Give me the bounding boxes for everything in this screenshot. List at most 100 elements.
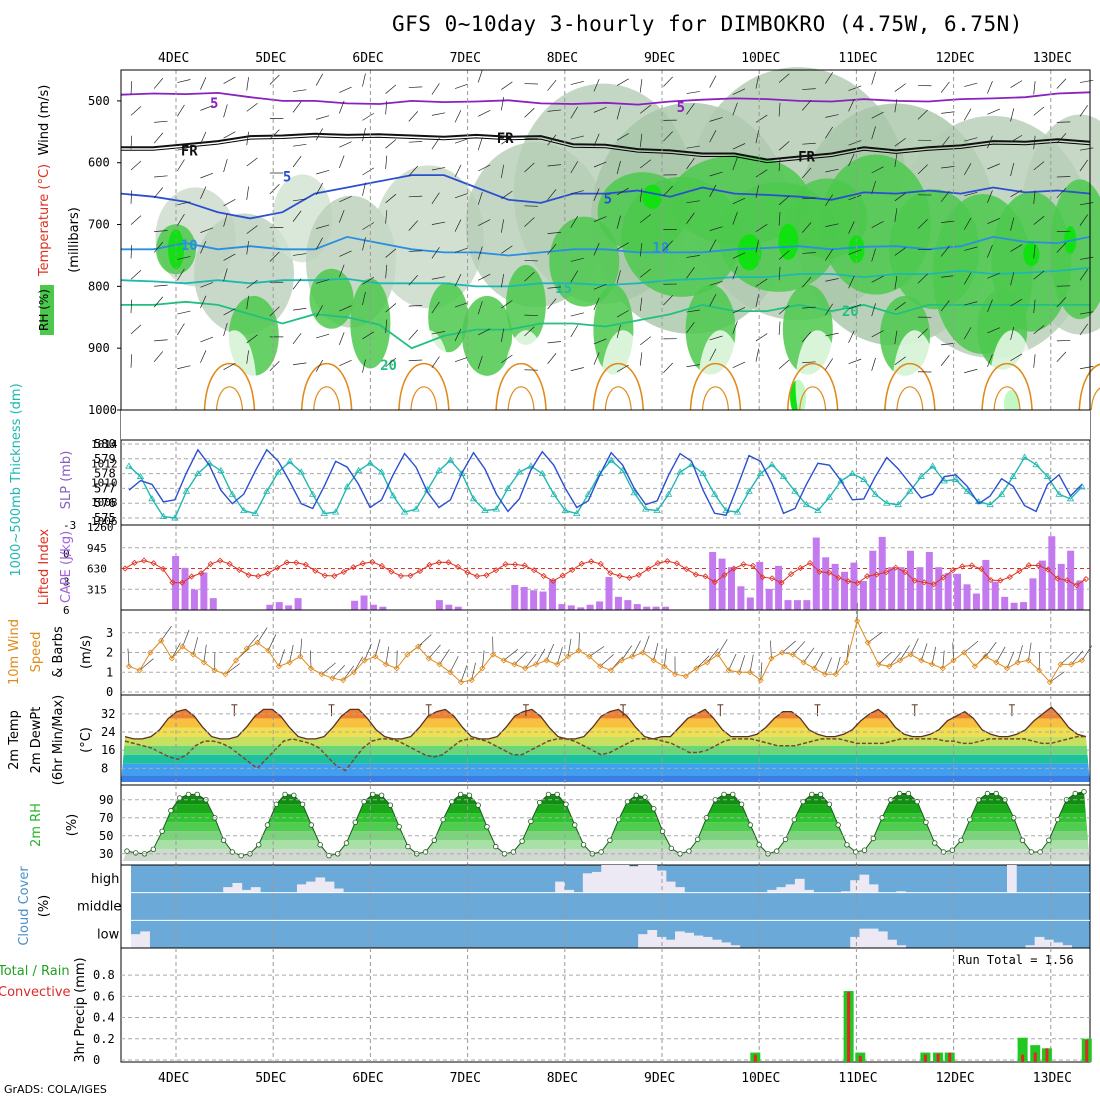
wind-barb [316, 169, 330, 175]
wind-barb [408, 250, 423, 252]
wind-barb [1056, 187, 1067, 199]
wind-barb [1033, 215, 1045, 225]
cape-bar [756, 561, 764, 610]
rh-marker [756, 842, 762, 848]
wind-marker [757, 677, 764, 684]
cape-bar [972, 593, 980, 610]
wind-barb [848, 85, 862, 91]
cape-bar [435, 600, 443, 610]
wind-barb [570, 270, 579, 283]
rh-marker [1081, 789, 1087, 795]
rh-marker [466, 792, 473, 798]
wind-barb [940, 136, 950, 148]
thickness-marker [309, 490, 317, 497]
slp-label: SLP (mb) [59, 451, 74, 510]
li-marker [159, 565, 167, 573]
wind-barb [732, 252, 746, 259]
wind-barb [316, 224, 330, 229]
surface-wind-barb [952, 642, 954, 661]
thickness-marker [561, 506, 570, 514]
wind-barb [570, 257, 584, 262]
wind-barb [639, 188, 643, 202]
wind-barb [316, 115, 330, 120]
contour-blue_dark [120, 174, 1091, 220]
wind-barb [871, 248, 876, 262]
li-marker [397, 572, 404, 579]
thickness-marker [481, 506, 489, 514]
li-marker [835, 574, 842, 581]
wind-barb [292, 143, 307, 147]
wind-barb [940, 354, 950, 366]
wind-barb [825, 126, 834, 139]
wind-barb [1033, 270, 1045, 280]
wind-barb [431, 331, 446, 335]
li-marker [464, 569, 471, 576]
cloud-high-cell [628, 866, 639, 893]
thickness-marker [171, 514, 179, 521]
li-marker [768, 575, 776, 582]
wind-barb [686, 309, 700, 313]
wind-barb [663, 283, 677, 285]
wind-barb [709, 294, 717, 307]
wind-barb [200, 241, 207, 254]
surface-wind-barb [664, 648, 667, 667]
wind-marker [318, 671, 325, 678]
wind-barb [524, 107, 535, 118]
cloud-low-cell [1043, 939, 1054, 948]
surface-wind-barb [1017, 645, 1023, 663]
cape-bar [812, 537, 820, 610]
li-marker [121, 565, 129, 572]
thickness-marker [446, 456, 455, 463]
thickness-marker [710, 490, 719, 497]
wind-marker [468, 677, 475, 684]
wind-barb [570, 161, 579, 174]
cloud-high-cell [619, 865, 630, 893]
cloud-high-cell [223, 887, 233, 893]
wind-barb [1033, 106, 1045, 116]
rh-marker [694, 836, 701, 843]
wind-barb [871, 111, 884, 119]
dewpt-label: 2m DewPt [29, 707, 44, 774]
wind-barb [154, 339, 168, 342]
minmax-label: (6hr Min/Max) [51, 695, 66, 785]
surface-wind-barb [760, 662, 763, 681]
wind-marker [372, 653, 379, 660]
thickness-tick: 575 [94, 511, 116, 525]
thickness-marker [263, 487, 271, 494]
wind-barb [269, 74, 280, 85]
wind-barb [200, 77, 207, 90]
temperature-label: Temperature (°C) [37, 164, 52, 277]
wind-barb [663, 131, 673, 142]
rh-marker [343, 840, 350, 846]
wind-barb [385, 264, 388, 279]
wind-barb [778, 141, 790, 151]
li-marker [997, 577, 1004, 584]
wind-barb [825, 194, 834, 207]
rh-marker [1054, 816, 1061, 823]
li-marker [911, 577, 918, 584]
surface-wind-barb [653, 642, 659, 661]
rh-marker [405, 843, 411, 850]
thickness-marker [871, 490, 880, 497]
precip-total-bar [1017, 1037, 1028, 1062]
surface-wind-barb [1028, 642, 1032, 661]
wind-barb [1079, 79, 1094, 83]
wind-barb [200, 131, 207, 145]
rh-marker [870, 835, 876, 842]
li-marker [312, 567, 319, 574]
wind-barb [477, 301, 483, 315]
thickness-marker [951, 475, 960, 482]
temp2m-label: 2m Temp [7, 710, 22, 770]
thickness-marker [756, 469, 765, 477]
rh-marker [730, 791, 736, 798]
li-marker [759, 574, 766, 581]
wind-marker [265, 647, 272, 654]
surface-wind-barb [985, 641, 997, 657]
rh-marker [475, 802, 481, 808]
wind-barb [524, 260, 538, 262]
li-marker [740, 561, 747, 568]
wind-marker [168, 655, 175, 662]
wind-barb [1056, 133, 1067, 144]
rh-marker [782, 836, 789, 843]
wind-barb [987, 163, 1000, 170]
